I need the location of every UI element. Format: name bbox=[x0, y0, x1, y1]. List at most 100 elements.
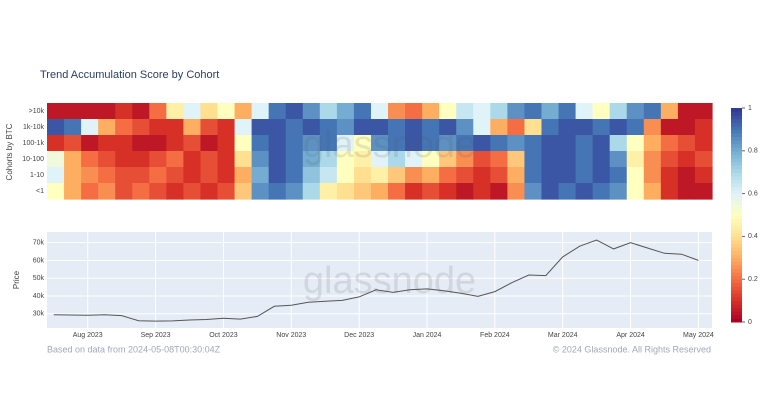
heatmap-cell bbox=[234, 119, 253, 136]
colorbar-segment bbox=[731, 314, 742, 319]
colorbar-segment bbox=[731, 272, 742, 277]
heatmap-cell bbox=[456, 167, 474, 184]
heatmap-cell bbox=[251, 151, 270, 168]
heatmap-cell bbox=[285, 119, 304, 136]
colorbar-segment bbox=[731, 172, 742, 177]
colorbar-segment bbox=[731, 150, 742, 155]
heatmap-cell bbox=[302, 151, 321, 168]
heatmap-cell bbox=[609, 135, 628, 152]
heatmap-cell bbox=[524, 183, 543, 200]
heatmap-cell bbox=[251, 135, 270, 152]
heatmap-cell bbox=[251, 119, 270, 136]
colorbar-segment bbox=[731, 122, 742, 127]
colorbar-segment bbox=[731, 143, 742, 148]
heatmap-cell bbox=[319, 103, 338, 120]
heatmap-cell bbox=[388, 151, 406, 168]
price-line bbox=[53, 239, 699, 322]
heatmap-cell bbox=[336, 167, 355, 184]
heatmap-cell bbox=[302, 103, 321, 120]
footer-right: © 2024 Glassnode. All Rights Reserved bbox=[553, 344, 711, 354]
heatmap-cell bbox=[336, 151, 355, 168]
heatmap-cell bbox=[98, 183, 116, 200]
y-tick-label: 70k bbox=[33, 240, 45, 247]
colorbar-segment bbox=[731, 161, 742, 166]
heatmap-cell bbox=[507, 119, 526, 136]
heatmap-cell bbox=[64, 119, 82, 136]
x-tick-label: Aug 2023 bbox=[73, 332, 103, 339]
colorbar-segment bbox=[731, 243, 742, 248]
colorbar-segment bbox=[731, 175, 742, 180]
heatmap-cell bbox=[217, 103, 236, 120]
colorbar-segment bbox=[731, 297, 742, 302]
heatmap-cell bbox=[592, 135, 611, 152]
heatmap-cell bbox=[115, 151, 133, 168]
colorbar-segment bbox=[731, 165, 742, 170]
colorbar-segment bbox=[731, 154, 742, 159]
heatmap-cell bbox=[609, 183, 628, 200]
heatmap-cell bbox=[251, 167, 270, 184]
heatmap-cell bbox=[200, 183, 219, 200]
y-tick-label: 50k bbox=[33, 275, 45, 282]
heatmap-cell bbox=[268, 151, 287, 168]
heatmap-cell bbox=[353, 183, 372, 200]
heatmap-cell bbox=[217, 183, 236, 200]
heatmap-cell bbox=[319, 151, 338, 168]
heatmap-cell bbox=[456, 183, 474, 200]
heatmap-cell bbox=[439, 151, 457, 168]
heatmap-cell bbox=[490, 119, 508, 136]
heatmap-cell bbox=[626, 119, 645, 136]
heatmap-cell bbox=[473, 103, 491, 120]
colorbar-tick-label: 0.6 bbox=[748, 190, 758, 197]
heatmap-cell bbox=[353, 151, 372, 168]
heatmap-cell bbox=[336, 135, 355, 152]
x-tick-label: Oct 2023 bbox=[209, 332, 238, 339]
colorbar-segment bbox=[731, 111, 742, 116]
heatmap-cell bbox=[115, 135, 133, 152]
heatmap-cell bbox=[439, 119, 457, 136]
heatmap-cell bbox=[507, 103, 526, 120]
heatmap-cell bbox=[132, 135, 150, 152]
colorbar-segment bbox=[731, 311, 742, 316]
heatmap-cell bbox=[677, 183, 696, 200]
colorbar-segment bbox=[731, 257, 742, 262]
heatmap-cell bbox=[541, 183, 560, 200]
heatmap-cell bbox=[64, 167, 82, 184]
colorbar-segment bbox=[731, 147, 742, 152]
heatmap-cell bbox=[558, 183, 577, 200]
colorbar-segment bbox=[731, 300, 742, 305]
heatmap-cell bbox=[609, 103, 628, 120]
heatmap-cell bbox=[200, 151, 219, 168]
x-tick-label: Apr 2024 bbox=[616, 332, 645, 339]
heatmap-cell bbox=[183, 135, 202, 152]
heatmap-cell bbox=[319, 183, 338, 200]
y-tick-label: 10-100 bbox=[22, 156, 44, 163]
heatmap-cell bbox=[47, 135, 65, 152]
heatmap-cell bbox=[592, 183, 611, 200]
heatmap-cell bbox=[626, 103, 645, 120]
heatmap-cell bbox=[388, 103, 406, 120]
heatmap-cell bbox=[490, 167, 508, 184]
heatmap-cell bbox=[473, 183, 491, 200]
heatmap-cell bbox=[388, 167, 406, 184]
x-tick-label: Nov 2023 bbox=[276, 332, 306, 339]
colorbar-segment bbox=[731, 211, 742, 216]
heatmap-cell bbox=[353, 103, 372, 120]
heatmap-cell bbox=[353, 119, 372, 136]
heatmap-cell bbox=[524, 103, 543, 120]
colorbar-segment bbox=[731, 254, 742, 259]
colorbar-segment bbox=[731, 247, 742, 252]
heatmap-cell bbox=[507, 151, 526, 168]
heatmap-cell bbox=[132, 167, 150, 184]
heatmap-cell bbox=[660, 119, 679, 136]
heatmap-cell bbox=[98, 103, 116, 120]
heatmap-cell bbox=[115, 167, 133, 184]
heatmap-cell bbox=[234, 183, 253, 200]
heatmap-cell bbox=[336, 119, 355, 136]
heatmap-cell bbox=[234, 103, 253, 120]
heatmap-cell bbox=[183, 167, 202, 184]
heatmap-cell bbox=[47, 103, 65, 120]
heatmap-cell bbox=[234, 151, 253, 168]
heatmap-cell bbox=[405, 151, 423, 168]
heatmap-cell bbox=[285, 103, 304, 120]
heatmap-cell bbox=[456, 151, 474, 168]
